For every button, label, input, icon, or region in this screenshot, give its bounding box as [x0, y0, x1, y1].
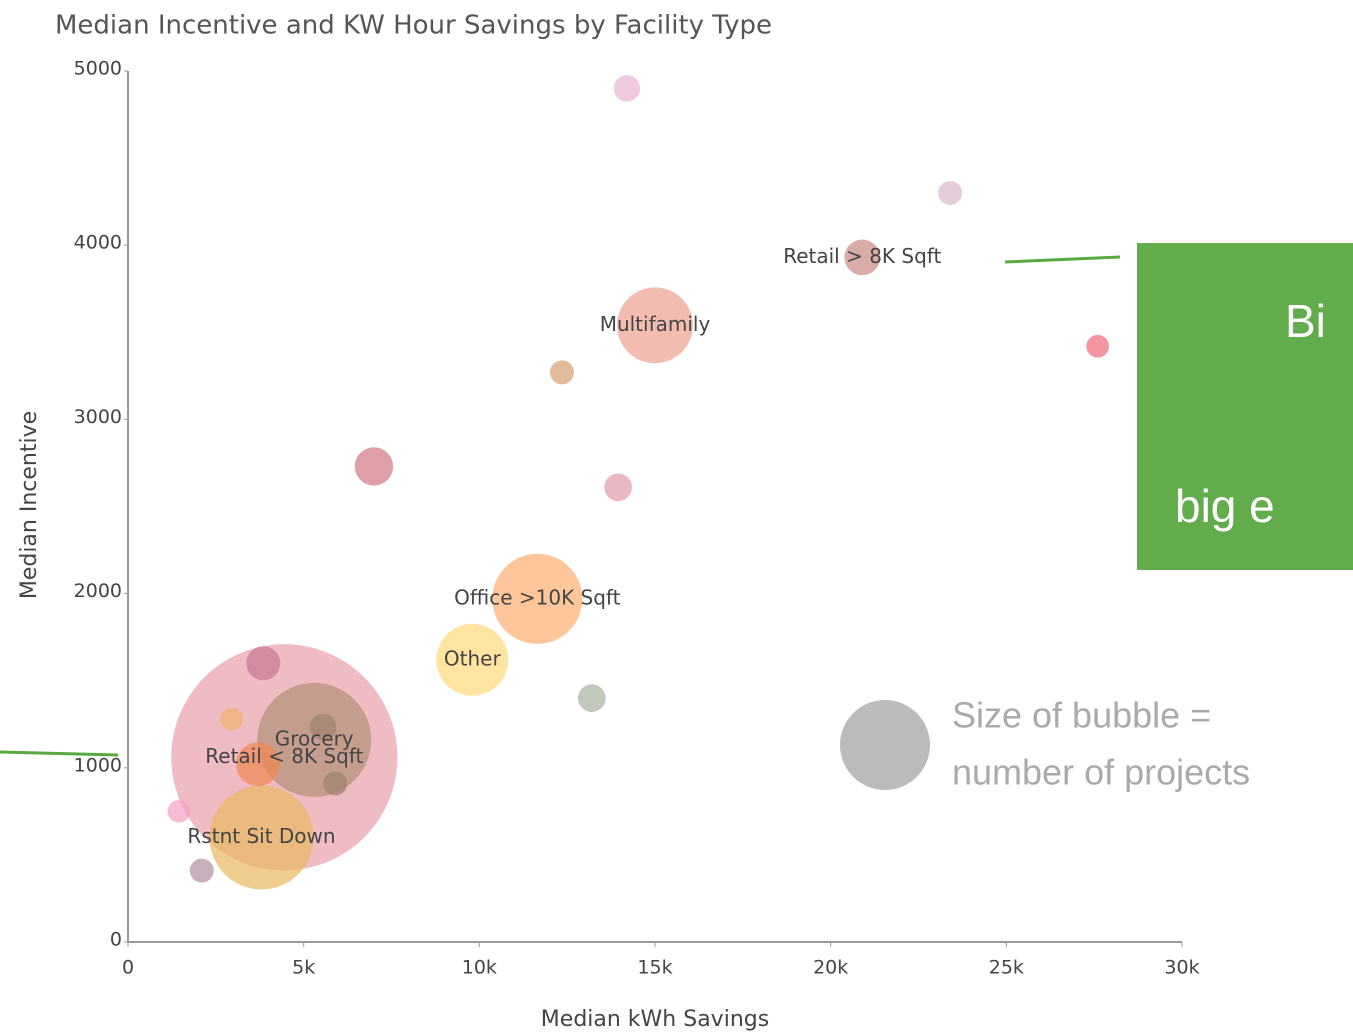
- y-tick-label: 1000: [74, 754, 122, 776]
- chart-title: Median Incentive and KW Hour Savings by …: [55, 11, 772, 41]
- bubble-label: Retail > 8K Sqft: [783, 244, 941, 268]
- bubble-label: Multifamily: [600, 312, 711, 336]
- bubble: [938, 180, 963, 205]
- bubble-label: Office >10K Sqft: [454, 585, 620, 609]
- bubble: [1086, 334, 1109, 358]
- callout-box: [1137, 243, 1353, 570]
- x-tick-label: 20k: [813, 957, 848, 979]
- bubble: [617, 287, 693, 364]
- bubble: [236, 742, 280, 787]
- bubble: [189, 858, 214, 883]
- y-axis-title: Median Incentive: [17, 411, 42, 599]
- callout-text: big e: [1175, 480, 1275, 532]
- bubble: [323, 771, 348, 796]
- y-tick-label: 2000: [74, 580, 122, 602]
- x-axis-title: Median kWh Savings: [541, 1007, 769, 1032]
- bubble-label: Retail < 8K Sqft: [205, 744, 363, 768]
- bubble-label: Rstnt Sit Down: [187, 824, 335, 848]
- x-tick-label: 30k: [1164, 957, 1199, 979]
- callout-text: Bi: [1285, 295, 1326, 347]
- bubble: [492, 553, 583, 644]
- size-note: Size of bubble =: [952, 695, 1211, 736]
- x-tick-label: 25k: [989, 957, 1024, 979]
- bubble: [246, 646, 281, 681]
- bubble: [577, 684, 606, 712]
- bubble: [209, 785, 314, 890]
- bubble-label: Other: [444, 646, 502, 670]
- bubble: [604, 473, 632, 502]
- connector: [0, 750, 119, 757]
- size-legend-bubble: [840, 700, 930, 790]
- x-tick-label: 0: [122, 957, 134, 979]
- size-note: number of projects: [952, 752, 1250, 793]
- y-tick-label: 4000: [74, 232, 122, 254]
- y-tick-label: 5000: [74, 58, 122, 80]
- x-tick-label: 15k: [637, 957, 672, 979]
- bubble: [257, 682, 372, 797]
- x-tick-label: 5k: [292, 957, 315, 979]
- bubble: [613, 75, 641, 102]
- bubble-label: Grocery: [275, 726, 354, 750]
- bubble: [309, 713, 337, 741]
- bubble: [549, 360, 574, 385]
- y-tick-label: 3000: [74, 406, 122, 428]
- bubble: [844, 239, 881, 276]
- bubble: [354, 447, 394, 486]
- y-tick-label: 0: [110, 929, 122, 951]
- bubble: [436, 623, 509, 696]
- connector: [1004, 255, 1121, 264]
- bubble: [167, 800, 191, 823]
- x-tick-label: 10k: [462, 957, 497, 979]
- bubble: [220, 707, 243, 731]
